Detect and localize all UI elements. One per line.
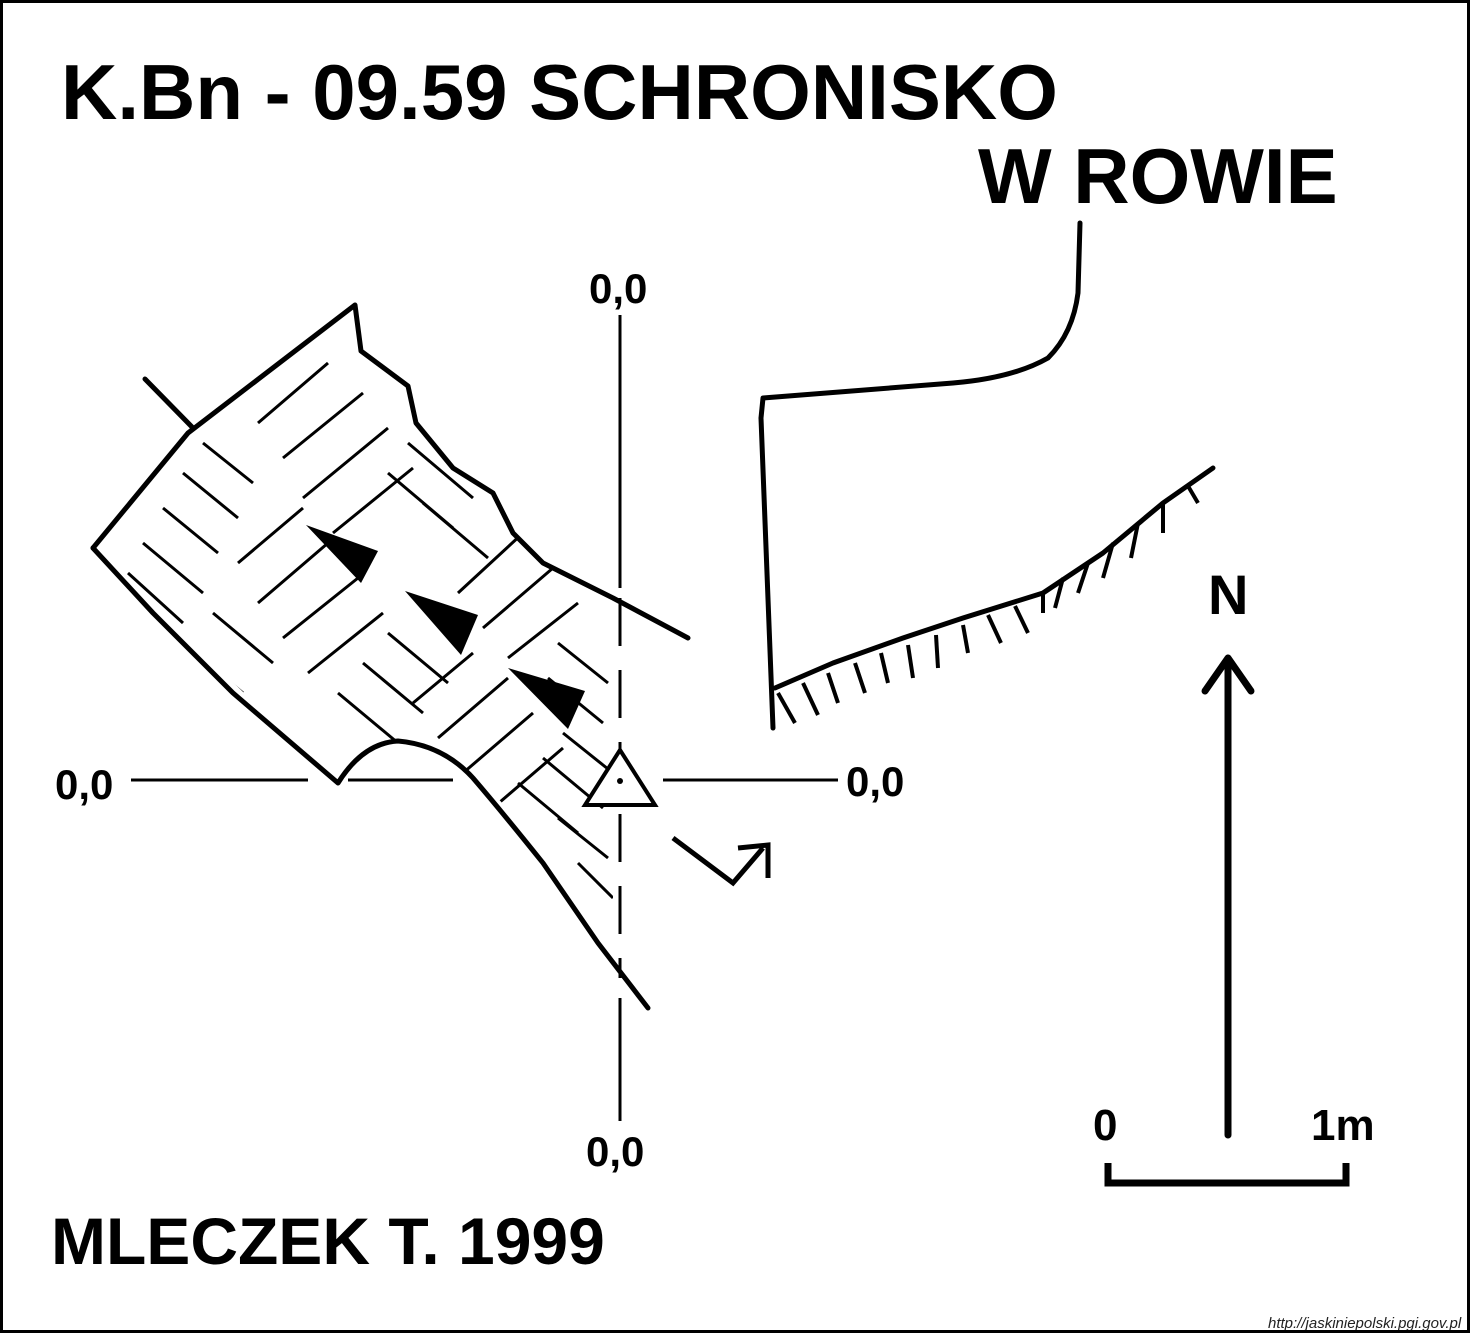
ravine-outline: [758, 220, 1083, 731]
slope-hachures: [776, 484, 1200, 724]
survey-axes: [131, 315, 838, 1121]
cave-wall-south: [90, 545, 651, 1011]
cave-plan-drawing: [90, 220, 1350, 1187]
source-url: http://jaskiniepolski.pgi.gov.pl: [1268, 1315, 1462, 1332]
author-credit: MLECZEK T. 1999: [51, 1204, 605, 1278]
slope-arrows: [306, 525, 585, 729]
slope-edge-line: [772, 465, 1216, 691]
cave-walls: [90, 302, 691, 1011]
coordinate-label-right: 0,0: [846, 758, 905, 805]
scale-end-label: 1m: [1311, 1101, 1375, 1150]
survey-station-marker: [581, 746, 659, 807]
direction-arrow-icon: [671, 836, 771, 887]
cave-wall-north: [90, 302, 691, 641]
title-line-2: W ROWIE: [978, 132, 1338, 220]
slope-arrow-1: [306, 525, 378, 583]
scale-bar: [1104, 1163, 1350, 1187]
entrance-line: [142, 376, 196, 431]
rock-hatching: [126, 331, 613, 900]
coordinate-label-bottom: 0,0: [586, 1128, 645, 1175]
ravine-edge: [758, 220, 1216, 731]
slope-arrow-3: [508, 668, 585, 729]
north-label: N: [1208, 563, 1249, 626]
north-arrow-icon: [1201, 654, 1255, 1139]
title-line-1: K.Bn - 09.59 SCHRONISKO: [61, 48, 1058, 136]
coordinate-label-top: 0,0: [589, 265, 648, 312]
scale-start-label: 0: [1093, 1101, 1118, 1150]
slope-arrow-2: [405, 591, 478, 655]
coordinate-label-left: 0,0: [55, 761, 114, 808]
